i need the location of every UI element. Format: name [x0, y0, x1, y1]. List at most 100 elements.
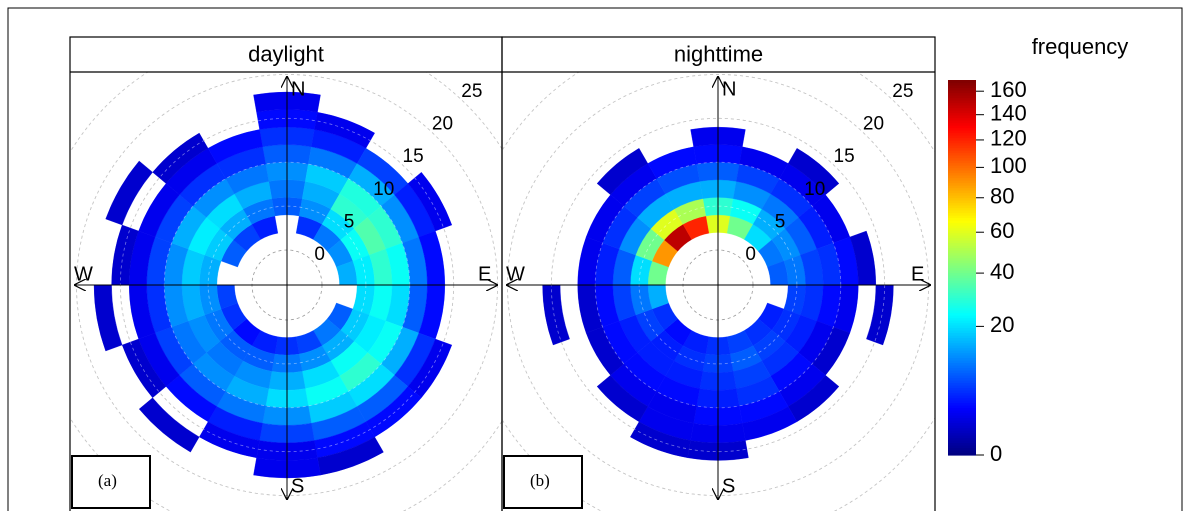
colorbar-step — [948, 332, 976, 336]
colorbar-step — [948, 232, 976, 236]
colorbar-step — [948, 247, 976, 251]
colorbar-step — [948, 162, 976, 166]
colorbar-step — [948, 325, 976, 329]
colorbar-step — [948, 417, 976, 421]
colorbar-step — [948, 95, 976, 99]
colorbar-step — [948, 375, 976, 379]
colorbar-step — [948, 280, 976, 284]
colorbar-step — [948, 427, 976, 431]
colorbar-step — [948, 127, 976, 131]
colorbar-step — [948, 260, 976, 264]
cell — [207, 129, 263, 164]
colorbar-step — [948, 210, 976, 214]
colorbar-tick-label: 40 — [990, 259, 1014, 284]
colorbar-step — [948, 147, 976, 151]
r-tick-label: 5 — [775, 211, 786, 232]
r-tick-label: 10 — [804, 179, 825, 200]
colorbar-step — [948, 157, 976, 161]
colorbar-step — [948, 185, 976, 189]
r-tick-label: 15 — [834, 146, 855, 167]
colorbar-step — [948, 250, 976, 254]
colorbar-step — [948, 300, 976, 304]
colorbar-step — [948, 360, 976, 364]
r-tick-label: 25 — [461, 81, 482, 102]
colorbar-step — [948, 400, 976, 404]
r-tick-label: 10 — [373, 179, 394, 200]
colorbar-step — [948, 132, 976, 136]
r-tick-label: 25 — [892, 81, 913, 102]
compass-label: E — [478, 263, 491, 285]
colorbar-step — [948, 350, 976, 354]
panel: N E S W 05 10 15 20 25 (a) daylight — [69, 36, 503, 516]
colorbar-step — [948, 212, 976, 216]
colorbar-step — [948, 430, 976, 434]
colorbar-step — [948, 102, 976, 106]
colorbar-step — [948, 405, 976, 409]
colorbar-step — [948, 362, 976, 366]
colorbar-step — [948, 447, 976, 451]
r-tick-label: 20 — [863, 114, 884, 135]
colorbar-step — [948, 205, 976, 209]
colorbar-step — [948, 252, 976, 256]
colorbar-step — [948, 342, 976, 346]
colorbar-step — [948, 122, 976, 126]
colorbar-step — [948, 365, 976, 369]
colorbar-step — [948, 195, 976, 199]
colorbar-step — [948, 435, 976, 439]
cell — [630, 421, 691, 458]
colorbar-step — [948, 380, 976, 384]
colorbar-step — [948, 145, 976, 149]
colorbar-step — [948, 282, 976, 286]
panel-label-box — [503, 455, 583, 509]
panel-title: nighttime — [674, 41, 763, 66]
colorbar-step — [948, 335, 976, 339]
frame — [7, 7, 1183, 516]
cell — [407, 172, 453, 232]
r-tick-label: 0 — [745, 244, 756, 265]
colorbar-tick-label: 120 — [990, 126, 1027, 151]
colorbar-step — [948, 262, 976, 266]
colorbar-step — [948, 312, 976, 316]
colorbar-step — [948, 452, 976, 456]
colorbar-step — [948, 135, 976, 139]
colorbar-step — [948, 217, 976, 221]
colorbar-step — [948, 202, 976, 206]
panel: N E S W 05 10 15 20 25 (b) nighttime — [501, 36, 936, 516]
cell — [314, 112, 375, 149]
colorbar-step — [948, 352, 976, 356]
colorbar-step — [948, 425, 976, 429]
colorbar-tick-label: 140 — [990, 101, 1027, 126]
r-tick-label: 20 — [432, 114, 453, 135]
colorbar-step — [948, 192, 976, 196]
colorbar-step — [948, 310, 976, 314]
colorbar-step — [948, 272, 976, 276]
colorbar-title: frequency — [1032, 34, 1129, 59]
colorbar-step — [948, 85, 976, 89]
colorbar-step — [948, 340, 976, 344]
colorbar-step — [948, 402, 976, 406]
colorbar-step — [948, 295, 976, 299]
cell — [866, 284, 894, 346]
colorbar-tick-label: 100 — [990, 153, 1027, 178]
colorbar-step — [948, 105, 976, 109]
compass-label: E — [911, 263, 924, 285]
colorbar-step — [948, 240, 976, 244]
colorbar-step — [948, 235, 976, 239]
colorbar-step — [948, 387, 976, 391]
colorbar-step — [948, 200, 976, 204]
colorbar-tick-label: 20 — [990, 312, 1014, 337]
colorbar-step — [948, 440, 976, 444]
colorbar-step — [948, 167, 976, 171]
colorbar-step — [948, 197, 976, 201]
colorbar-step — [948, 125, 976, 129]
colorbar-step — [948, 357, 976, 361]
colorbar-step — [948, 327, 976, 331]
colorbar-step — [948, 207, 976, 211]
colorbar-step — [948, 255, 976, 259]
colorbar-step — [948, 115, 976, 119]
cell — [787, 148, 840, 196]
colorbar-step — [948, 215, 976, 219]
colorbar-step — [948, 397, 976, 401]
colorbar-step — [948, 345, 976, 349]
